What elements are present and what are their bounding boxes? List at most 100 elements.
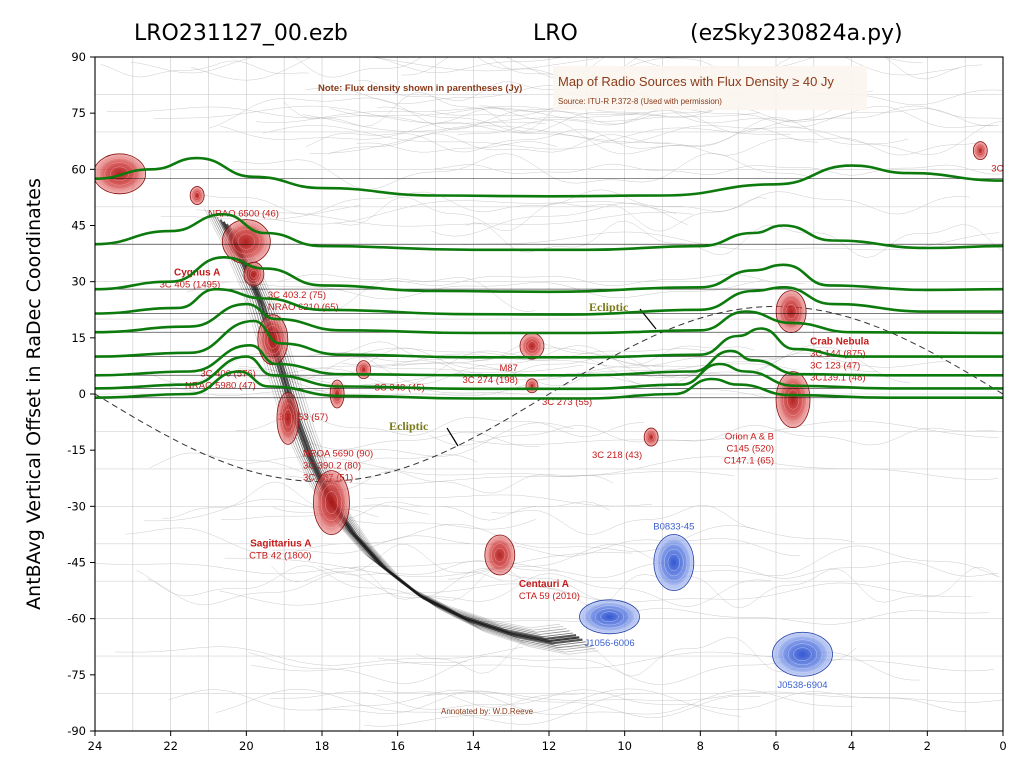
radio-source-red (313, 470, 350, 535)
series-line-7 (95, 355, 1003, 391)
map-contour (377, 651, 994, 672)
map-contour (130, 57, 923, 74)
map-contour (95, 561, 560, 575)
map-contour (208, 90, 873, 130)
source-label: Cygnus A (174, 268, 220, 279)
map-contour (120, 383, 529, 396)
map-contour (311, 277, 536, 313)
radio-source-contour (787, 643, 818, 666)
source-label: 3C 403.2 (75) (268, 290, 326, 301)
radio-source-contour (324, 491, 339, 515)
radio-source-contour (976, 145, 985, 156)
map-contour (470, 420, 999, 445)
y-tick-label: 0 (79, 387, 86, 401)
script-title: (ezSky230824a.py) (690, 21, 903, 46)
map-contour (186, 280, 764, 300)
radio-source-red (775, 290, 807, 334)
radio-source-red (519, 332, 545, 360)
series-line-8 (95, 370, 1003, 400)
map-contour (219, 582, 972, 606)
radio-source-contour (267, 330, 279, 349)
map-contour (291, 431, 540, 450)
map-contour (100, 60, 309, 78)
map-contour (363, 494, 652, 507)
map-contour (235, 414, 644, 437)
source-label: 3C 405 (1495) (160, 280, 221, 291)
y-tick-label: 30 (71, 275, 86, 289)
series-line-5 (95, 319, 1003, 359)
map-contour (431, 202, 688, 237)
series-line-3 (95, 286, 1003, 316)
radio-source-red (189, 186, 205, 205)
map-title: Map of Radio Sources with Flux Density ≥… (558, 74, 834, 89)
radio-source-contour (250, 269, 258, 279)
source-label: 3C 353 (57) (278, 412, 328, 423)
y-tick-label: 15 (71, 331, 86, 345)
radio-source-red (484, 534, 516, 576)
map-contour (328, 133, 985, 156)
radio-source-contour (245, 264, 263, 284)
source-label: C147.1 (65) (724, 456, 774, 467)
y-tick-label: -30 (67, 499, 86, 513)
x-tick-label: 10 (617, 739, 632, 753)
radio-source-contour (491, 543, 509, 567)
map-contour (302, 113, 639, 132)
map-contour (272, 535, 801, 557)
radio-source-contour (600, 611, 619, 623)
source-label: 3C 274 (198) (463, 375, 518, 386)
radio-source-contour (656, 538, 691, 587)
radio-source-contour (785, 304, 797, 320)
map-contour (369, 57, 599, 72)
source-label: Orion A & B (725, 432, 774, 443)
map-contour (341, 422, 574, 457)
radio-source-contour (316, 477, 346, 529)
station-title: LRO (533, 21, 578, 46)
map-source-line: Source: ITU-R P.372-8 (Used with permiss… (558, 97, 722, 106)
radio-source-contour (793, 647, 812, 662)
radio-source-red (643, 427, 659, 447)
radio-source-contour (648, 433, 654, 441)
map-contour (377, 105, 994, 134)
map-annotations: Note: Flux density shown in parentheses … (318, 66, 867, 716)
source-label: 3C 144 (875) (810, 349, 865, 360)
x-tick-label: 16 (390, 739, 405, 753)
source-label: M87 (499, 363, 517, 374)
map-contour (415, 637, 857, 677)
radio-source-contour (357, 362, 370, 378)
radio-source-contour (283, 408, 293, 428)
y-tick-label: -60 (67, 612, 86, 626)
ecliptic-label-north: Ecliptic (589, 300, 629, 314)
map-contour (115, 646, 524, 666)
source-label: Crab Nebula (810, 337, 869, 348)
x-tick-label: 24 (88, 739, 103, 753)
ecliptic-path (95, 305, 1003, 483)
radio-source-red (525, 378, 539, 394)
x-tick-label: 12 (542, 739, 557, 753)
map-contour (277, 273, 806, 286)
radio-source-contour (192, 190, 202, 201)
radio-source-blue (772, 631, 833, 677)
series-line-4 (95, 302, 1003, 335)
x-tick-label: 14 (466, 739, 481, 753)
source-label: Sagittarius A (250, 539, 311, 550)
x-tick-label: 2 (924, 739, 931, 753)
radio-source-contour (237, 233, 255, 250)
map-contour (106, 105, 667, 119)
radio-source-red (276, 391, 300, 445)
series-line-2 (95, 256, 1003, 294)
source-label: 3C139.1 (48) (810, 373, 865, 384)
map-contour (434, 163, 1003, 176)
radio-source-contour (779, 294, 804, 329)
radio-source-contour (777, 635, 828, 673)
radio-source-contour (783, 383, 803, 416)
y-tick-label: -75 (67, 668, 86, 682)
source-label: J0538-6904 (777, 680, 827, 691)
radio-source-red (329, 379, 345, 409)
ecliptic-pointer (446, 427, 459, 447)
data-series (95, 156, 1003, 400)
radio-source-contour (646, 431, 656, 443)
radio-source-contour (584, 602, 635, 632)
radio-source-blue (653, 534, 695, 591)
map-contour (230, 57, 983, 81)
series-line-1 (95, 213, 1003, 252)
